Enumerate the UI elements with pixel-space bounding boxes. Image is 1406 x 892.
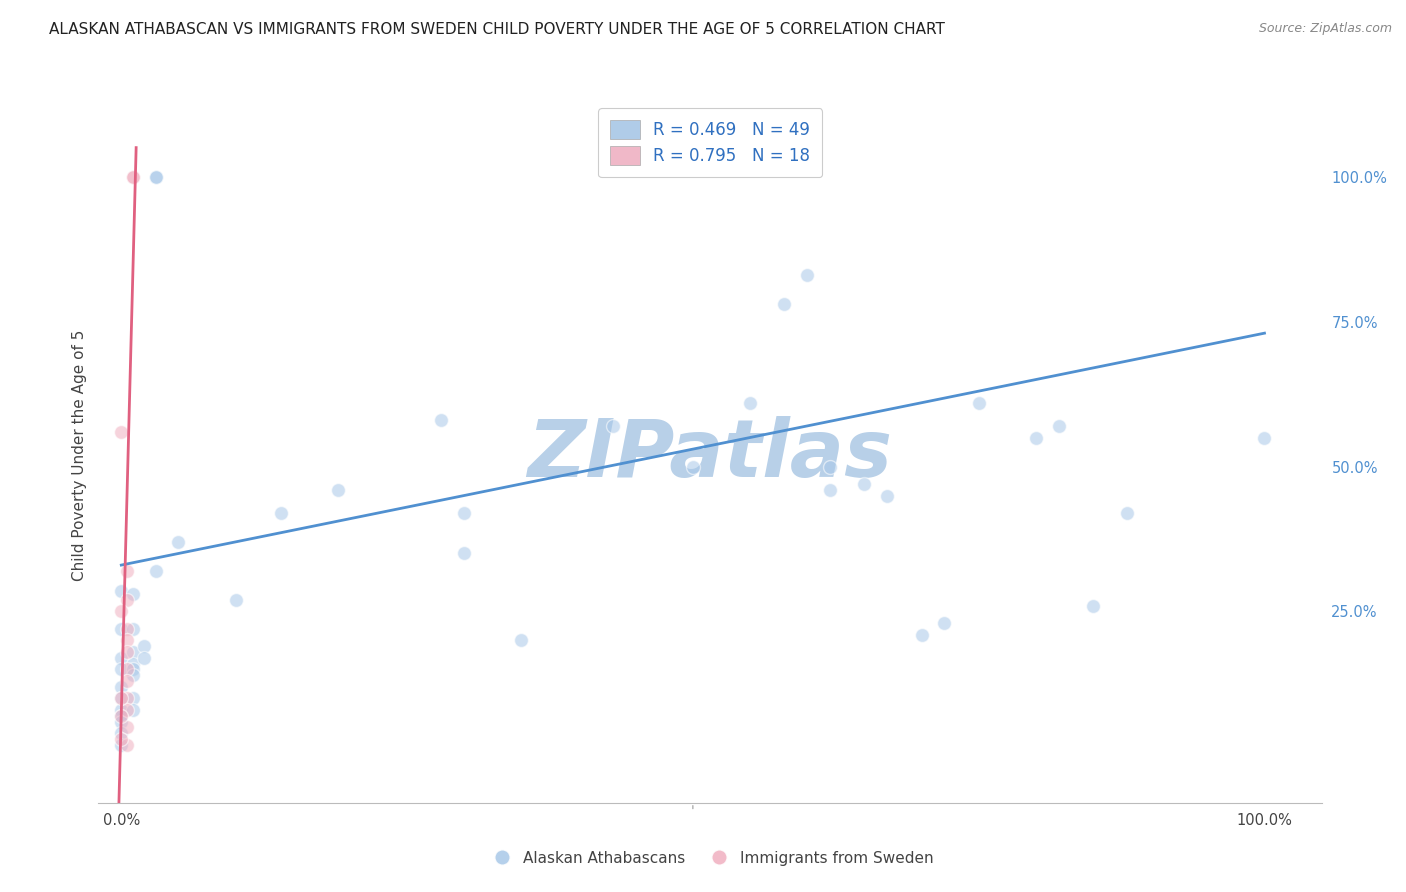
Point <box>121 169 143 184</box>
Point <box>145 169 167 184</box>
Point <box>1081 599 1104 613</box>
Point <box>167 534 190 549</box>
Point <box>110 425 132 439</box>
Point <box>225 592 247 607</box>
Point <box>115 703 138 717</box>
Point <box>1116 506 1139 520</box>
Point <box>110 738 132 752</box>
Point <box>145 169 167 184</box>
Point <box>110 680 132 694</box>
Point <box>121 645 143 659</box>
Point <box>121 587 143 601</box>
Point <box>430 413 453 427</box>
Text: ZIPatlas: ZIPatlas <box>527 416 893 494</box>
Point <box>115 674 138 689</box>
Point <box>115 721 138 735</box>
Point <box>115 645 138 659</box>
Point <box>110 651 132 665</box>
Point <box>115 592 138 607</box>
Point <box>453 546 475 561</box>
Point <box>110 708 132 723</box>
Point <box>270 506 292 520</box>
Point <box>453 506 475 520</box>
Point <box>796 268 818 282</box>
Point <box>110 691 132 706</box>
Point <box>602 419 624 434</box>
Point <box>121 169 143 184</box>
Point <box>328 483 350 497</box>
Point <box>121 691 143 706</box>
Point <box>121 662 143 677</box>
Point <box>110 714 132 729</box>
Point <box>110 703 132 717</box>
Point <box>773 297 796 311</box>
Point <box>134 651 156 665</box>
Text: ALASKAN ATHABASCAN VS IMMIGRANTS FROM SWEDEN CHILD POVERTY UNDER THE AGE OF 5 CO: ALASKAN ATHABASCAN VS IMMIGRANTS FROM SW… <box>49 22 945 37</box>
Point <box>510 633 533 648</box>
Point <box>853 476 876 491</box>
Point <box>110 605 132 619</box>
Point <box>876 489 898 503</box>
Point <box>934 615 956 630</box>
Y-axis label: Child Poverty Under the Age of 5: Child Poverty Under the Age of 5 <box>72 329 87 581</box>
Point <box>110 584 132 599</box>
Point <box>818 459 841 474</box>
Text: Source: ZipAtlas.com: Source: ZipAtlas.com <box>1258 22 1392 36</box>
Point <box>121 622 143 636</box>
Point <box>110 691 132 706</box>
Point <box>115 738 138 752</box>
Point <box>115 633 138 648</box>
Point <box>738 396 761 410</box>
Point <box>134 639 156 653</box>
Point <box>818 483 841 497</box>
Point <box>110 662 132 677</box>
Point <box>115 622 138 636</box>
Point <box>1025 431 1047 445</box>
Point <box>682 459 704 474</box>
Point <box>121 668 143 682</box>
Point <box>145 564 167 578</box>
Legend: Alaskan Athabascans, Immigrants from Sweden: Alaskan Athabascans, Immigrants from Swe… <box>479 845 941 871</box>
Point <box>115 691 138 706</box>
Point <box>121 657 143 671</box>
Point <box>121 703 143 717</box>
Point <box>115 662 138 677</box>
Point <box>110 731 132 746</box>
Point <box>1253 431 1275 445</box>
Point <box>1047 419 1070 434</box>
Point <box>910 628 932 642</box>
Point <box>110 726 132 740</box>
Point <box>110 622 132 636</box>
Point <box>115 564 138 578</box>
Point <box>110 708 132 723</box>
Point <box>967 396 990 410</box>
